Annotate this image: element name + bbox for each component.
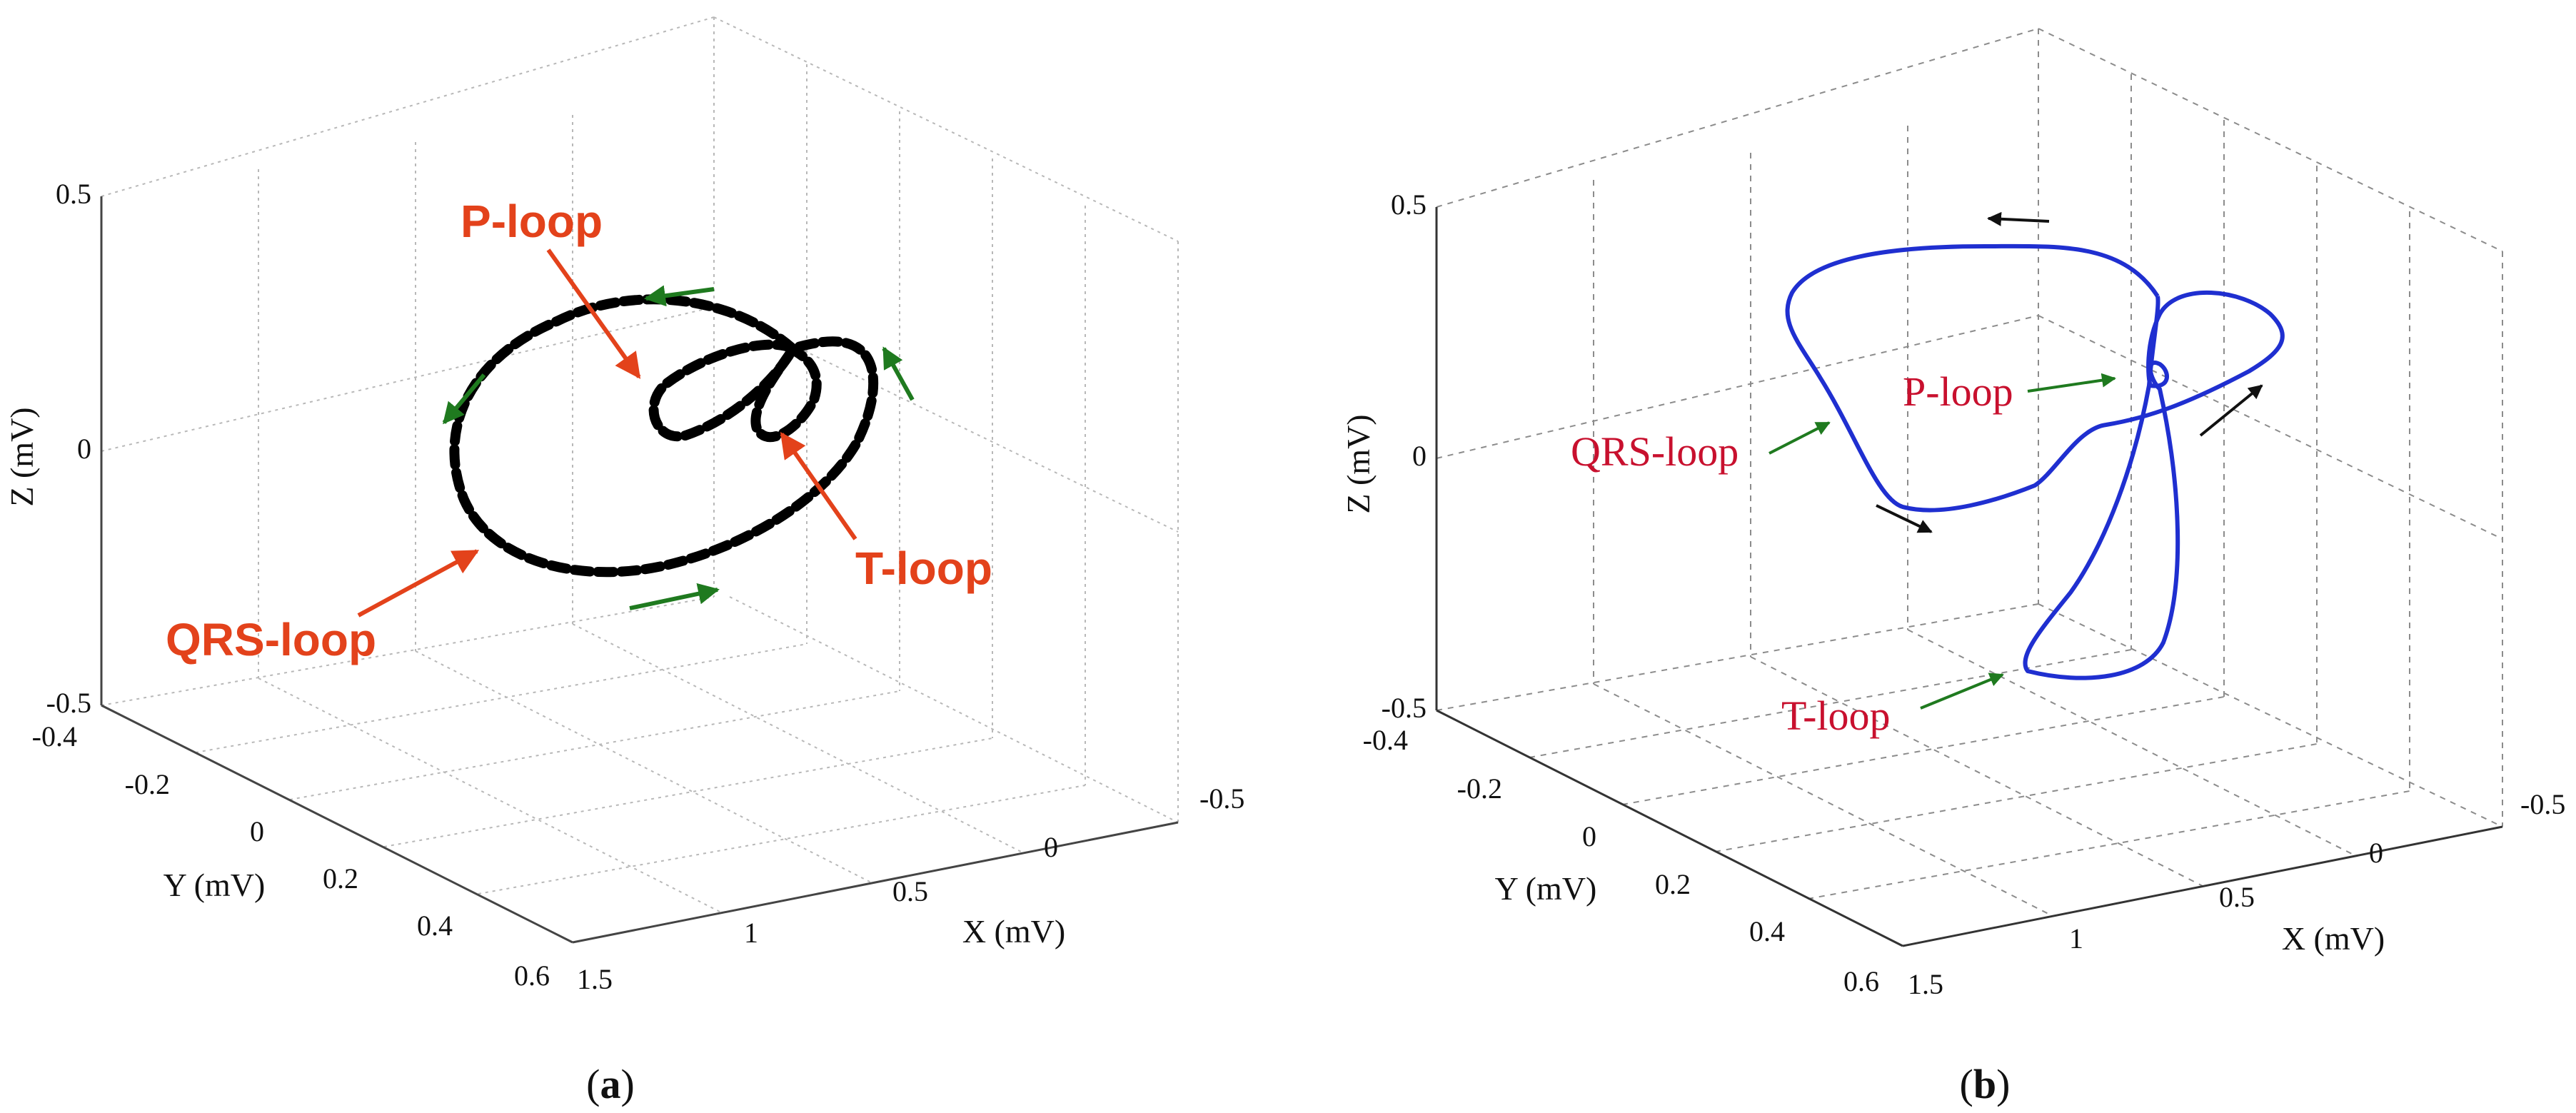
x-tick-label: 0.5: [892, 875, 928, 907]
x-tick-label: -0.5: [2520, 788, 2565, 820]
callout-arrow: [2027, 373, 2116, 393]
vcg-loop-trace: [449, 294, 879, 578]
t-loop-label: T-loop: [1781, 693, 1891, 739]
y-tick-label: 0.2: [323, 862, 358, 895]
x-tick-label: -0.5: [1199, 782, 1244, 815]
y-tick-label: -0.2: [125, 768, 170, 800]
qrs-loop-label: QRS-loop: [166, 614, 376, 665]
x-tick-label: 0: [1044, 831, 1058, 863]
y-tick-label: 0.6: [1843, 965, 1879, 997]
x-tick-label: 0.5: [2219, 881, 2255, 913]
y-tick-label: 0.2: [1655, 868, 1691, 900]
z-tick-label: 0: [1412, 440, 1427, 472]
z-tick-label: -0.5: [46, 687, 91, 719]
direction-arrow: [442, 373, 486, 425]
panel-caption-b: (b): [1960, 1061, 2011, 1107]
axes-b: [1435, 207, 2503, 947]
callout-arrow: [546, 248, 641, 379]
y-axis-label: Y (mV): [163, 867, 266, 903]
direction-arrow: [644, 285, 715, 307]
grid-b: [1436, 28, 2503, 947]
direction-arrow: [629, 583, 720, 610]
y-tick-label: -0.2: [1457, 772, 1502, 805]
y-tick-label: 0: [250, 815, 264, 847]
callout-arrow: [357, 549, 480, 618]
panel-caption-a: (a): [586, 1061, 635, 1107]
x-tick-label: 1.5: [577, 963, 613, 995]
y-tick-label: 0.4: [1749, 915, 1785, 947]
x-tick-label: 1: [2069, 922, 2083, 955]
p-loop-label: P-loop: [1903, 368, 2013, 415]
caption-letter: b: [1973, 1061, 1996, 1107]
z-tick-label: -0.5: [1382, 692, 1427, 724]
y-tick-label: -0.4: [32, 720, 77, 752]
panel-a: 0.5 0 -0.5 -0.4 -0.2 0 0.2 0.4 0.6 1.5 1…: [4, 16, 1244, 1107]
y-tick-label: 0.4: [417, 910, 453, 942]
y-tick-label: -0.4: [1363, 724, 1408, 756]
t-loop-label: T-loop: [855, 543, 992, 594]
vcg-loop-trace: [1785, 243, 2285, 680]
axes-a: [100, 196, 1179, 944]
z-tick-label: 0.5: [1391, 188, 1427, 221]
direction-arrow: [882, 346, 915, 401]
callout-arrow: [1920, 673, 2004, 710]
caption-letter: a: [600, 1061, 621, 1107]
y-tick-label: 0.6: [514, 960, 550, 992]
callout-arrow: [780, 432, 857, 540]
z-tick-label: 0.5: [56, 178, 91, 210]
x-axis-label: X (mV): [2282, 920, 2385, 957]
qrs-loop-label: QRS-loop: [1571, 428, 1739, 475]
y-tick-label: 0: [1582, 820, 1596, 852]
panel-b: 0.5 0 -0.5 -0.4 -0.2 0 0.2 0.4 0.6 1.5 1…: [1340, 28, 2565, 1107]
callout-arrow: [1769, 421, 1831, 455]
y-axis-label: Y (mV): [1495, 870, 1597, 907]
x-axis-label: X (mV): [962, 913, 1065, 950]
x-tick-label: 1: [744, 917, 758, 949]
direction-arrow: [1876, 504, 1933, 533]
direction-arrow: [2199, 384, 2263, 437]
z-tick-label: 0: [77, 433, 91, 465]
z-axis-label: Z (mV): [1340, 414, 1377, 513]
grid-a: [101, 16, 1179, 943]
direction-arrow: [1987, 211, 2050, 226]
x-tick-label: 0: [2369, 837, 2383, 869]
x-tick-label: 1.5: [1908, 968, 1943, 1000]
p-loop-label: P-loop: [461, 196, 603, 247]
z-axis-label: Z (mV): [4, 407, 40, 506]
